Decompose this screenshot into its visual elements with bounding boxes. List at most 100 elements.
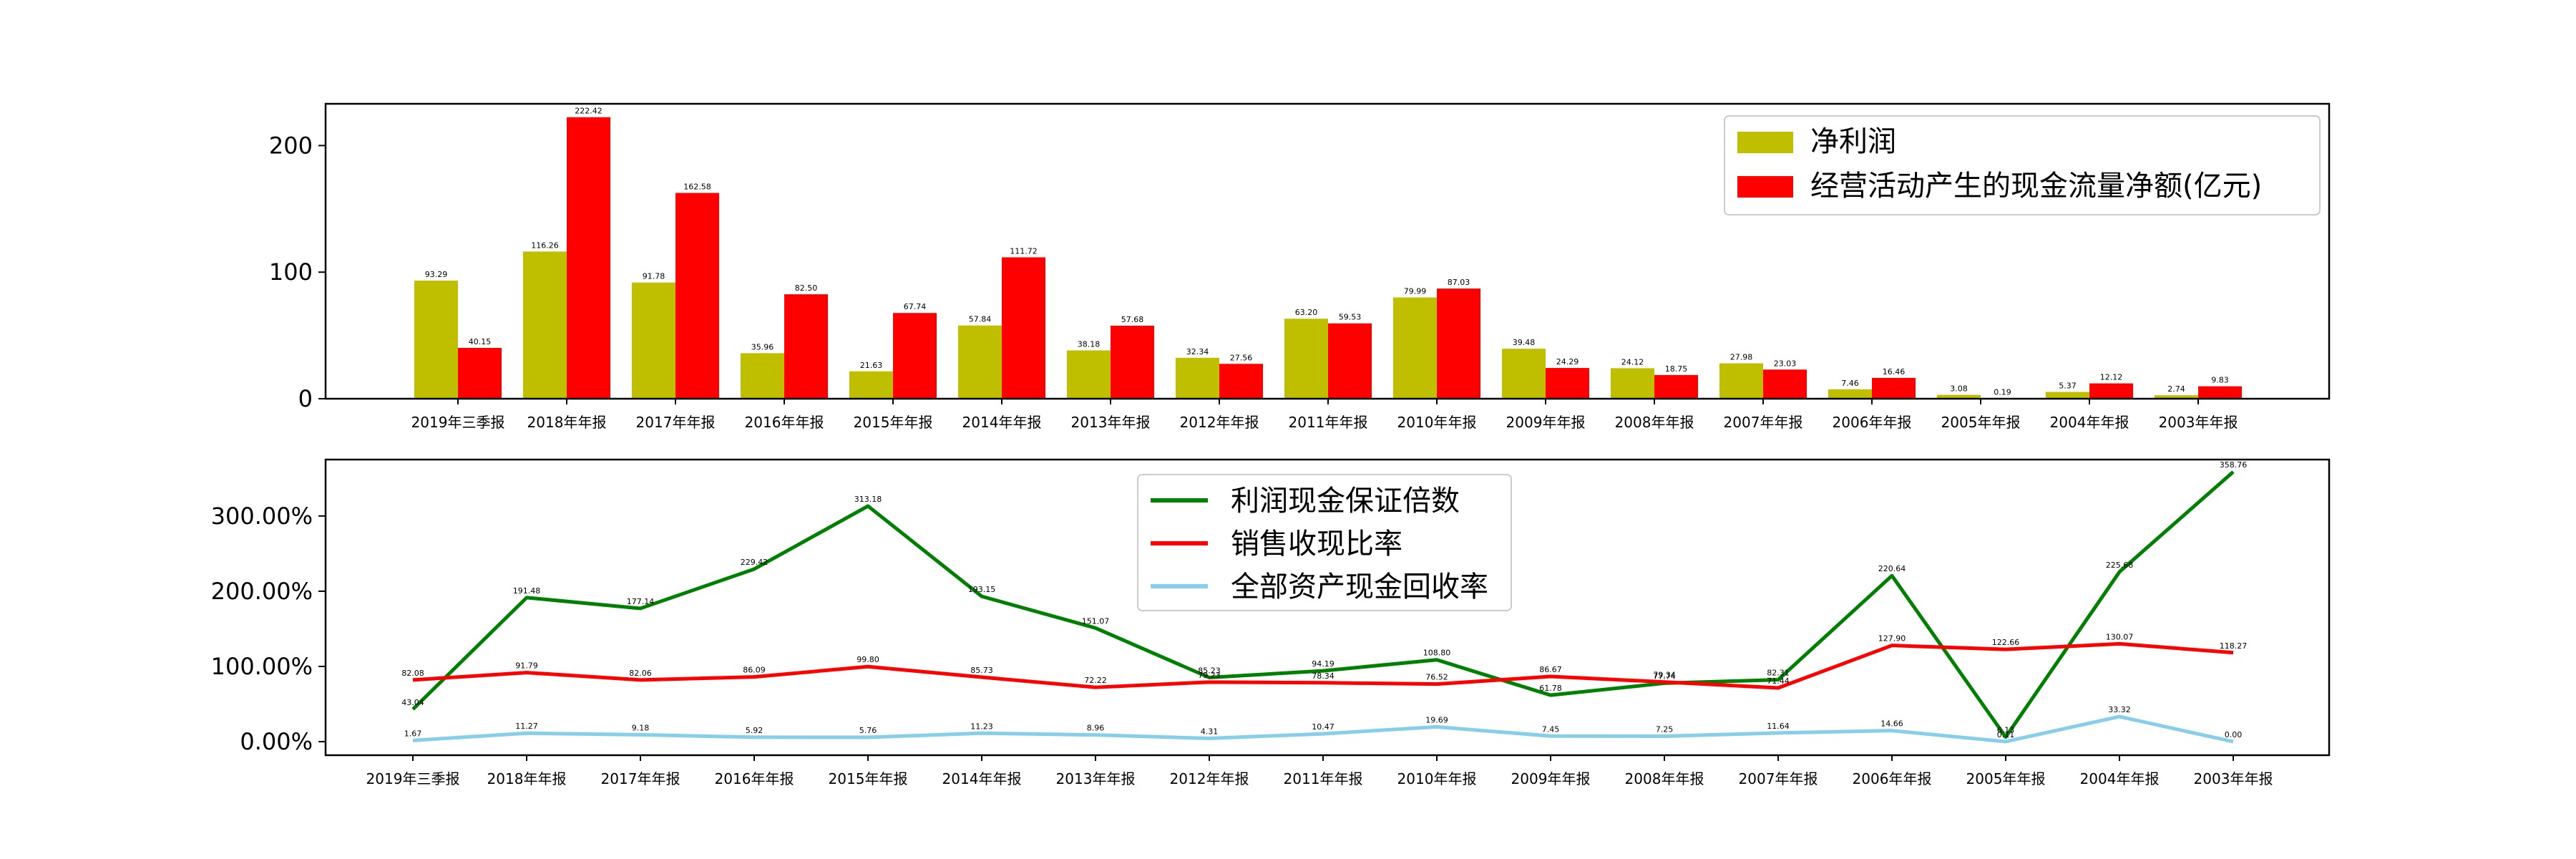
bar-value-label: 21.63 [860, 361, 883, 370]
bar [675, 193, 719, 399]
bar-value-label: 18.75 [1665, 364, 1688, 374]
x-tick-label: 2015年年报 [854, 414, 933, 431]
bar-value-label: 24.29 [1556, 357, 1579, 367]
bar [1067, 350, 1111, 399]
point-value-label: 11.23 [970, 722, 993, 731]
bar-chart: 93.29 116.26 91.78 35.96 21.63 57.84 38.18 32.3… [269, 102, 2331, 431]
x-tick-label: 2012年年报 [1170, 770, 1249, 787]
x-tick-label: 2015年年报 [829, 770, 908, 787]
legend [1724, 115, 2321, 215]
bar [2046, 392, 2089, 399]
point-value-label: 33.32 [2108, 705, 2131, 714]
bar-value-label: 57.84 [969, 315, 992, 324]
bar-value-label: 32.34 [1186, 347, 1209, 356]
bar [1111, 326, 1154, 399]
bar [523, 251, 567, 399]
bar [2089, 383, 2133, 399]
x-tick-label: 2006年年报 [1853, 770, 1932, 787]
bar-value-label: 39.48 [1513, 338, 1536, 347]
point-value-label: 86.09 [743, 666, 766, 675]
legend-label: 经营活动产生的现金流量净额(亿元) [1810, 170, 2262, 203]
point-value-label: 5.76 [859, 726, 877, 735]
bar [1437, 288, 1480, 399]
bar-value-label: 2.74 [2167, 384, 2185, 394]
point-value-label: 108.80 [1423, 649, 1451, 658]
bar-value-label: 27.98 [1730, 353, 1753, 362]
line-plot-frame [324, 458, 2331, 757]
point-value-label: 127.90 [1878, 634, 1906, 644]
x-tick-label: 2010年年报 [1397, 414, 1477, 431]
x-tick-label: 2004年年报 [2050, 414, 2129, 431]
bar-value-label: 63.20 [1295, 308, 1318, 317]
point-value-label: 76.52 [1425, 673, 1448, 682]
bar [958, 325, 1002, 399]
point-value-label: 7.25 [1656, 724, 1674, 734]
bar [1546, 368, 1589, 399]
point-value-label: 86.67 [1539, 665, 1562, 674]
bar [1176, 357, 1219, 399]
point-value-label: 77.74 [1653, 671, 1676, 681]
line-chart: 43.04 191.48 177.14 229.42 313.18 193.15 151.0… [211, 458, 2331, 787]
point-value-label: 122.66 [1992, 638, 2020, 647]
bar [1872, 377, 1916, 399]
bar [1284, 319, 1328, 399]
point-value-label: 5.92 [746, 726, 763, 735]
x-tick-label: 2003年年报 [2194, 770, 2273, 787]
point-value-label: 8.96 [1087, 724, 1105, 733]
point-value-label: 151.07 [1082, 616, 1110, 626]
y-tick-label: 300.00% [211, 503, 313, 530]
x-tick-label: 2019年三季报 [411, 414, 505, 431]
bar [784, 294, 828, 399]
series-line [411, 470, 2235, 739]
point-value-label: 82.06 [629, 669, 652, 678]
point-value-label: 82.08 [401, 669, 424, 678]
x-tick-label: 2017年年报 [601, 770, 680, 787]
point-value-label: 229.42 [741, 558, 769, 567]
point-value-label: 118.27 [2220, 641, 2248, 651]
x-tick-label: 2014年年报 [962, 414, 1042, 431]
x-tick-label: 2017年年报 [636, 414, 716, 431]
legend-label: 净利润 [1810, 125, 1896, 158]
point-value-label: 71.44 [1767, 676, 1790, 686]
bar [849, 371, 893, 399]
bar [2155, 395, 2198, 399]
y-tick-label: 100.00% [211, 653, 313, 680]
bar-value-label: 116.26 [531, 241, 559, 250]
bar-value-label: 0.19 [1994, 388, 2011, 397]
x-tick-label: 2018年年报 [487, 770, 567, 787]
bar [1328, 323, 1372, 399]
bar-value-label: 222.42 [575, 107, 602, 116]
bar-value-label: 87.03 [1448, 278, 1470, 287]
point-value-label: 220.64 [1878, 564, 1906, 573]
x-tick-label: 2007年年报 [1739, 770, 1818, 787]
point-value-label: 85.23 [1198, 666, 1221, 676]
y-tick-label: 200 [269, 132, 313, 159]
point-value-label: 85.73 [970, 666, 993, 675]
point-value-label: 0.11 [1997, 730, 2015, 739]
x-tick-label: 2003年年报 [2159, 414, 2238, 431]
point-value-label: 177.14 [627, 597, 655, 606]
x-tick-label: 2012年年报 [1180, 414, 1259, 431]
point-value-label: 191.48 [513, 586, 541, 596]
point-value-label: 79.23 [1198, 671, 1221, 680]
legend-swatch [1737, 176, 1793, 198]
point-value-label: 14.66 [1880, 719, 1903, 729]
bar-value-label: 67.74 [904, 302, 927, 311]
x-tick-label: 2006年年报 [1833, 414, 1912, 431]
bar-value-label: 40.15 [469, 337, 492, 346]
legend-label: 利润现金保证倍数 [1231, 485, 1460, 518]
x-tick-label: 2011年年报 [1284, 770, 1363, 787]
point-value-label: 61.78 [1539, 684, 1562, 693]
bar [1937, 394, 1981, 399]
bar-value-label: 3.08 [1950, 384, 1968, 394]
bar [893, 313, 937, 399]
bar-value-label: 9.83 [2211, 376, 2229, 385]
series-line [412, 641, 2234, 690]
x-tick-label: 2013年年报 [1056, 770, 1136, 787]
x-tick-label: 2018年年报 [527, 414, 607, 431]
point-value-label: 4.31 [1201, 727, 1219, 737]
bar-value-label: 82.50 [795, 283, 818, 293]
point-value-label: 130.07 [2106, 632, 2134, 641]
x-tick-label: 2019年三季报 [366, 770, 460, 787]
bar [1828, 389, 1872, 399]
